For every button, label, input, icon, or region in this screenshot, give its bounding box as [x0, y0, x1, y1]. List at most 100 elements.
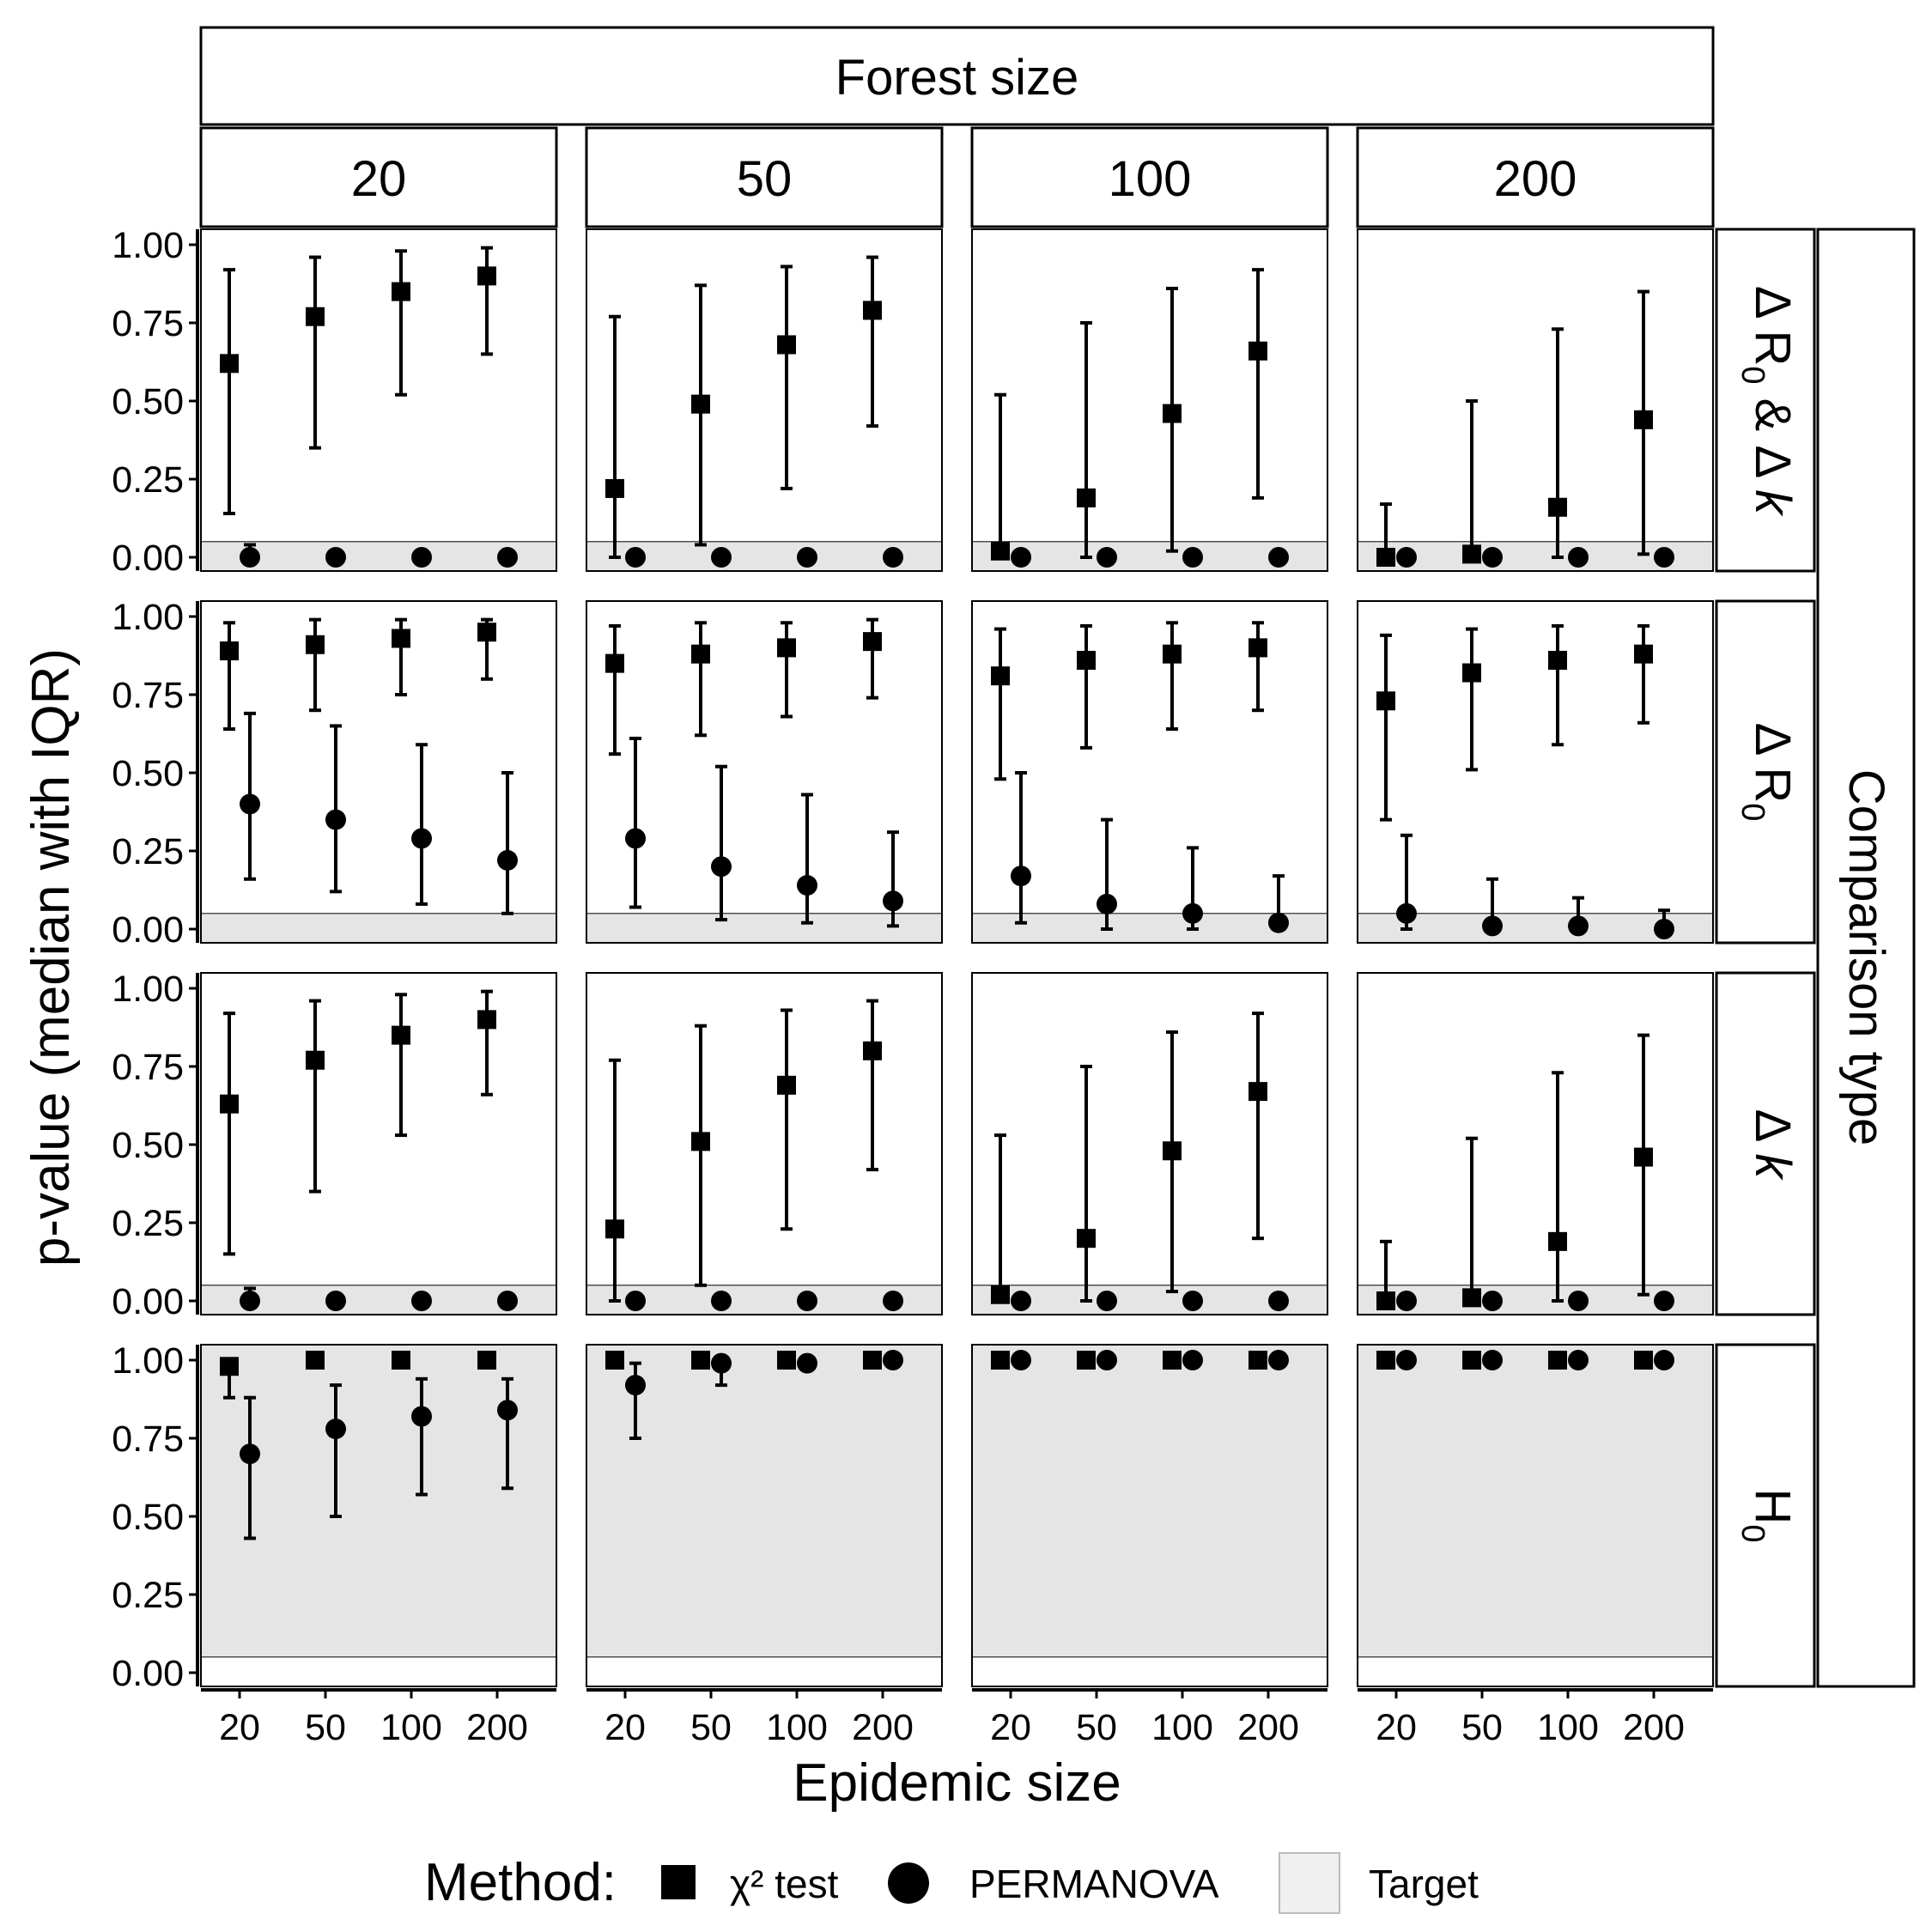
facet-row-label-part: Δ: [1745, 1109, 1801, 1154]
permanova-point: [797, 1291, 817, 1311]
panel-border: [1357, 972, 1714, 1315]
permanova-point: [1482, 1350, 1503, 1370]
permanova-point: [1182, 547, 1203, 568]
chi2-point: [605, 478, 624, 498]
chi2-point: [1376, 1351, 1395, 1370]
facet-col-strip: [970, 126, 1329, 228]
panel: [586, 600, 943, 944]
facet-row-label-part: k: [1745, 1153, 1801, 1181]
chi2-point: [220, 1094, 239, 1114]
facet-row-label-part: Δ R: [1745, 723, 1801, 804]
chi2-point: [605, 1219, 624, 1239]
y-tick-label: 0.50: [112, 1497, 184, 1538]
panel-background: [972, 601, 1327, 943]
chi2-point: [863, 1041, 882, 1060]
legend-circle-icon: [888, 1862, 929, 1904]
panel-border: [586, 972, 943, 1315]
panel-border: [200, 972, 557, 1315]
panel: 0.00 0.25 0.50 0.75 1.00: [112, 225, 557, 579]
facet-row-label-part: Δ R: [1745, 286, 1801, 367]
permanova-point: [1268, 1350, 1289, 1370]
permanova-point: [411, 547, 432, 568]
facet-col-label: 20: [351, 151, 407, 207]
y-tick-label: 0.00: [112, 909, 184, 951]
y-tick-label: 0.50: [112, 381, 184, 422]
x-tick-label: 50: [305, 1707, 346, 1748]
permanova-point: [625, 1291, 646, 1311]
target-region: [971, 1285, 1328, 1315]
permanova-point: [497, 1291, 518, 1311]
permanova-point: [1568, 1291, 1589, 1311]
chi2-point: [1163, 1351, 1182, 1370]
chi2-point: [392, 282, 410, 301]
chi2-point: [1077, 488, 1096, 507]
panel-background: [972, 973, 1327, 1315]
y-tick-label: 1.00: [112, 597, 184, 638]
legend-target-swatch: [1279, 1852, 1340, 1914]
panel: [971, 972, 1328, 1315]
permanova-point: [625, 547, 646, 568]
x-tick-label: 200: [1237, 1707, 1299, 1748]
panel: [971, 228, 1328, 572]
panel-border: [971, 1344, 1328, 1687]
permanova-point: [711, 1352, 732, 1374]
permanova-point: [240, 793, 260, 815]
permanova-point: [411, 828, 432, 849]
permanova-point: [411, 1406, 432, 1427]
y-tick-label: 0.25: [112, 831, 184, 872]
panel-border: [200, 600, 557, 944]
permanova-point: [1396, 1350, 1417, 1370]
chi2-point: [863, 1351, 882, 1370]
panel: 0.00 0.25 0.50 0.75 1.00: [112, 969, 557, 1322]
chi2-point: [477, 623, 496, 642]
panel: 0.00 0.25 0.50 0.75 1.00 20 50 100 200: [112, 1340, 557, 1748]
chi2-point: [863, 632, 882, 652]
panel: 20 50 100 200: [1357, 1344, 1714, 1748]
facet-row-label: Δ R0: [1735, 723, 1801, 822]
panel-background: [1358, 229, 1713, 571]
permanova-point: [1482, 1291, 1503, 1311]
panel-background: [586, 229, 942, 571]
y-tick-label: 0.25: [112, 1575, 184, 1616]
legend-label-chi2: χ² test: [730, 1862, 839, 1906]
panel-border: [971, 600, 1328, 944]
chi2-point: [220, 1357, 239, 1376]
chi2-point: [863, 301, 882, 320]
x-tick-label: 200: [466, 1707, 528, 1748]
legend-label-target: Target: [1369, 1862, 1479, 1906]
facet-row-label-part: 0: [1735, 366, 1771, 384]
permanova-point: [883, 1350, 903, 1370]
y-tick-label: 0.75: [112, 1047, 184, 1088]
panel: [586, 228, 943, 572]
y-tick-label: 1.00: [112, 1340, 184, 1382]
chi2-point: [691, 394, 710, 414]
permanova-point: [1011, 866, 1031, 887]
permanova-point: [1097, 1291, 1117, 1311]
permanova-point: [240, 547, 260, 568]
y-tick-label: 0.50: [112, 753, 184, 794]
permanova-point: [1396, 1291, 1417, 1311]
target-region: [1357, 1344, 1714, 1658]
permanova-point: [1396, 547, 1417, 568]
y-tick-label: 0.75: [112, 675, 184, 716]
legend-label-permanova: PERMANOVA: [969, 1862, 1219, 1906]
panel-border: [1357, 600, 1714, 944]
panel-background: [1358, 601, 1713, 943]
legend-title: Method:: [424, 1853, 617, 1912]
panel: 0.00 0.25 0.50 0.75 1.00: [112, 597, 557, 951]
chi2-point: [477, 266, 496, 286]
permanova-point: [1097, 1350, 1117, 1370]
panel-border: [200, 1344, 557, 1687]
facet-row-strip: [1715, 1343, 1816, 1688]
panel-border: [971, 228, 1328, 572]
permanova-point: [1268, 547, 1289, 568]
facet-col-strip: [585, 126, 944, 228]
permanova-point: [1268, 1291, 1289, 1311]
x-tick-label: 50: [1076, 1707, 1117, 1748]
panel-background: [586, 601, 942, 943]
facet-row-strip: [1715, 599, 1816, 945]
chi2-point: [605, 1351, 624, 1370]
panel: 20 50 100 200: [586, 1344, 943, 1748]
chi2-point: [1548, 497, 1567, 517]
chi2-point: [392, 1025, 410, 1045]
